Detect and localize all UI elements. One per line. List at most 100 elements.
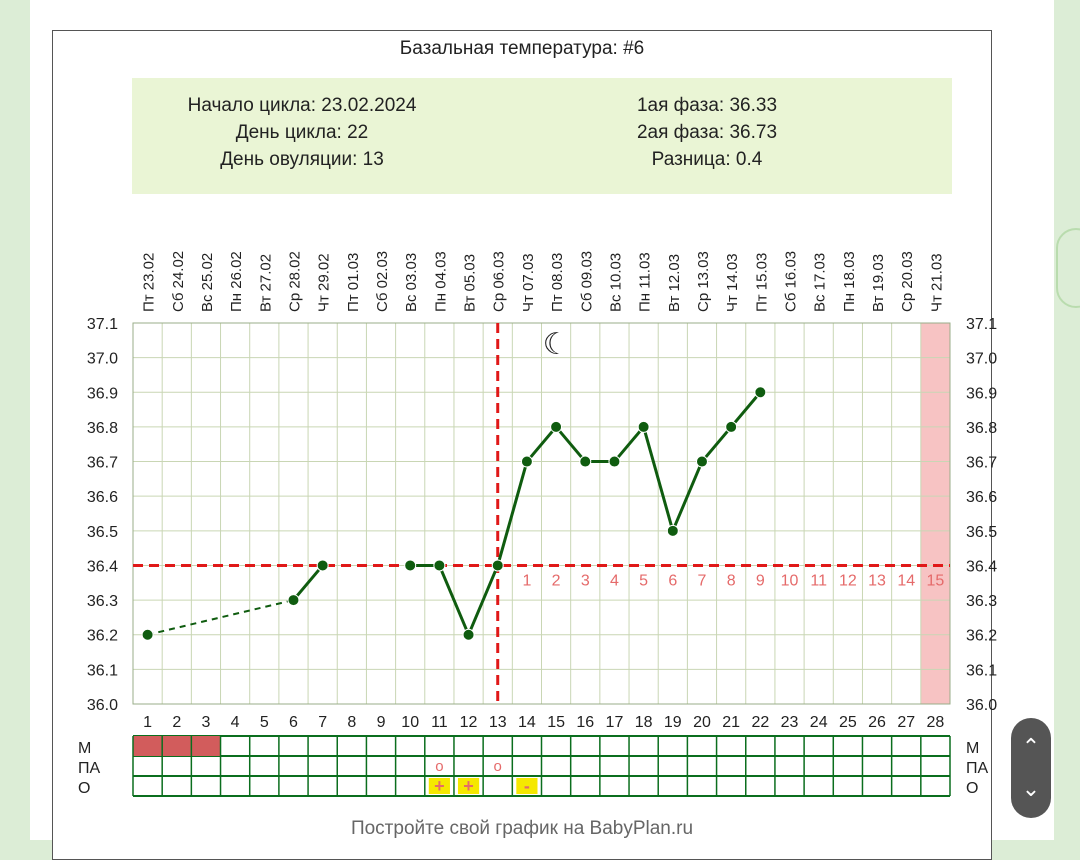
day-number: 10: [401, 714, 419, 731]
chart-title: Базальная температура: #6: [399, 38, 645, 59]
temperature-segment: [437, 564, 470, 636]
day-number: 23: [781, 714, 799, 731]
y-tick-label-left: 37.0: [87, 351, 118, 368]
pa-mark: o: [435, 758, 443, 775]
luteal-day-label: 10: [781, 572, 799, 589]
y-tick-label-left: 36.0: [87, 697, 118, 714]
date-label: Ср 06.03: [491, 251, 508, 312]
scroll-down-button[interactable]: ⌄: [1011, 760, 1051, 818]
temperature-point: [725, 420, 738, 433]
row-label-right: ПА: [966, 760, 989, 777]
date-label: Сб 02.03: [374, 251, 391, 312]
chevron-up-icon: ⌃: [1021, 734, 1041, 759]
date-label: Вт 05.03: [462, 254, 479, 312]
luteal-day-label: 15: [927, 572, 945, 589]
y-tick-label-right: 36.7: [966, 455, 997, 472]
date-label: Вс 03.03: [403, 253, 420, 312]
chevron-down-icon: ⌄: [1021, 776, 1041, 801]
y-tick-label-right: 36.4: [966, 558, 997, 575]
phase-1: 1ая фаза: 36.33: [636, 95, 778, 116]
date-label: Чт 21.03: [928, 253, 945, 312]
y-tick-label-left: 37.1: [87, 316, 118, 333]
day-number: 17: [606, 714, 624, 731]
cycle-start: Начало цикла: 23.02.2024: [187, 95, 417, 116]
temperature-segment: [467, 564, 500, 636]
y-tick-label-right: 36.3: [966, 593, 997, 610]
phase-2: 2ая фаза: 36.73: [636, 122, 778, 143]
temperature-point: [695, 455, 708, 468]
date-label: Пт 01.03: [345, 253, 362, 312]
temperature-point: [637, 420, 650, 433]
temperature-segment: [613, 425, 645, 463]
y-tick-label-right: 37.1: [966, 316, 997, 333]
date-label: Пн 11.03: [637, 252, 654, 312]
luteal-day-label: 11: [810, 572, 827, 589]
y-tick-label-left: 36.5: [87, 524, 118, 541]
y-tick-label-left: 36.1: [87, 662, 118, 679]
luteal-day-label: 7: [698, 572, 707, 589]
day-number: 22: [751, 714, 769, 731]
highlight-column: [920, 323, 950, 704]
date-label: Чт 07.03: [520, 253, 537, 312]
bbt-chart: 37.1 37.1 37.0 37.0 36.9 36.9 36.8 36.8 36.7 36.7…: [78, 251, 997, 797]
o-mark: +: [463, 776, 474, 796]
luteal-day-label: 9: [756, 572, 765, 589]
o-mark-bg: [428, 778, 450, 794]
date-label: Сб 16.03: [783, 251, 800, 312]
y-tick-label-left: 36.4: [87, 558, 118, 575]
y-tick-label-left: 36.2: [87, 628, 118, 645]
temperature-point: [608, 455, 621, 468]
temperature-segment: [700, 425, 733, 463]
temperature-point: [520, 455, 533, 468]
date-label: Вт 27.02: [257, 254, 274, 312]
temperature-segment: [730, 391, 762, 428]
date-label: Пн 04.03: [432, 251, 449, 312]
day-number: 20: [693, 714, 711, 731]
temperature-point: [141, 628, 154, 641]
date-label: Ср 28.02: [286, 251, 303, 312]
day-number: 4: [231, 714, 240, 731]
date-label: Вс 17.03: [812, 253, 829, 312]
day-number: 3: [201, 714, 210, 731]
temperature-point: [550, 420, 563, 433]
cycle-day: День цикла: 22: [235, 122, 369, 143]
temperature-segment: [642, 426, 675, 532]
day-number: 11: [431, 714, 448, 731]
luteal-day-label: 5: [639, 572, 648, 589]
y-tick-label-left: 36.8: [87, 420, 118, 437]
day-number: 15: [547, 714, 565, 731]
temperature-gap-segment: [147, 599, 294, 636]
date-label: Ср 20.03: [899, 251, 916, 312]
o-mark-bg: [457, 778, 480, 794]
date-label: Вс 25.02: [199, 253, 216, 312]
o-mark-bg: [516, 778, 538, 794]
luteal-day-label: 13: [868, 572, 886, 589]
date-label: Вс 10.03: [607, 253, 624, 312]
luteal-day-label: 1: [522, 572, 531, 589]
date-label: Чт 29.02: [316, 253, 333, 312]
y-tick-label-right: 36.0: [966, 697, 997, 714]
day-number: 24: [810, 714, 828, 731]
day-number: 26: [868, 714, 886, 731]
day-number: 9: [377, 714, 386, 731]
y-tick-label-left: 36.6: [87, 489, 118, 506]
date-label: Сб 24.02: [170, 251, 187, 312]
moon-icon: ☾: [543, 327, 570, 362]
temperature-point: [433, 559, 446, 572]
temperature-point: [316, 559, 329, 572]
day-number: 7: [318, 714, 327, 731]
day-number: 19: [664, 714, 682, 731]
date-label: Пт 15.03: [753, 253, 770, 312]
temperature-point: [666, 524, 679, 537]
temperature-segment: [554, 425, 587, 463]
day-number: 27: [897, 714, 915, 731]
row-label-left: ПА: [78, 760, 101, 777]
y-tick-label-left: 36.7: [87, 455, 118, 472]
y-tick-label-right: 36.5: [966, 524, 997, 541]
date-label: Чт 14.03: [724, 253, 741, 312]
date-label: Пт 23.02: [141, 253, 158, 312]
temperature-point: [404, 559, 417, 572]
luteal-day-label: 3: [581, 572, 590, 589]
footer-link[interactable]: Постройте свой график на BabyPlan.ru: [350, 818, 694, 839]
date-label: Пн 18.03: [841, 251, 858, 312]
